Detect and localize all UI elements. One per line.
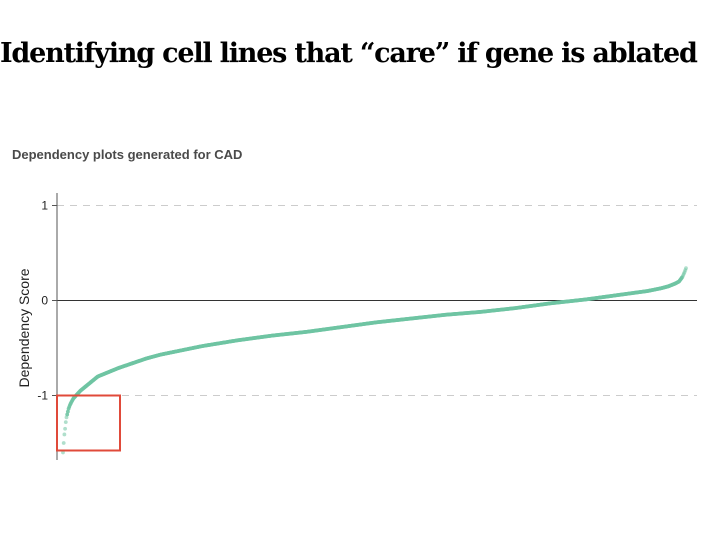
y-tick-label: 1: [41, 199, 48, 213]
y-tick-label: -1: [37, 389, 48, 403]
data-point: [61, 441, 66, 445]
grid-layer: [57, 205, 697, 396]
data-point: [684, 266, 688, 271]
data-point: [65, 412, 70, 417]
highlight-box: [56, 394, 121, 452]
data-point: [65, 409, 70, 414]
y-tick-label: 0: [41, 294, 48, 308]
data-point: [63, 420, 68, 424]
data-point: [63, 426, 67, 431]
data-point: [62, 432, 67, 437]
y-tick-labels: 1 0 -1: [37, 199, 57, 403]
data-points: [61, 266, 688, 455]
data-point: [64, 415, 69, 420]
y-axis-title: Dependency Score: [16, 268, 32, 387]
chart-title: Dependency plots generated for CAD: [12, 147, 243, 162]
slide-title: Identifying cell lines that “care” if ge…: [0, 38, 698, 69]
data-point: [61, 450, 65, 455]
